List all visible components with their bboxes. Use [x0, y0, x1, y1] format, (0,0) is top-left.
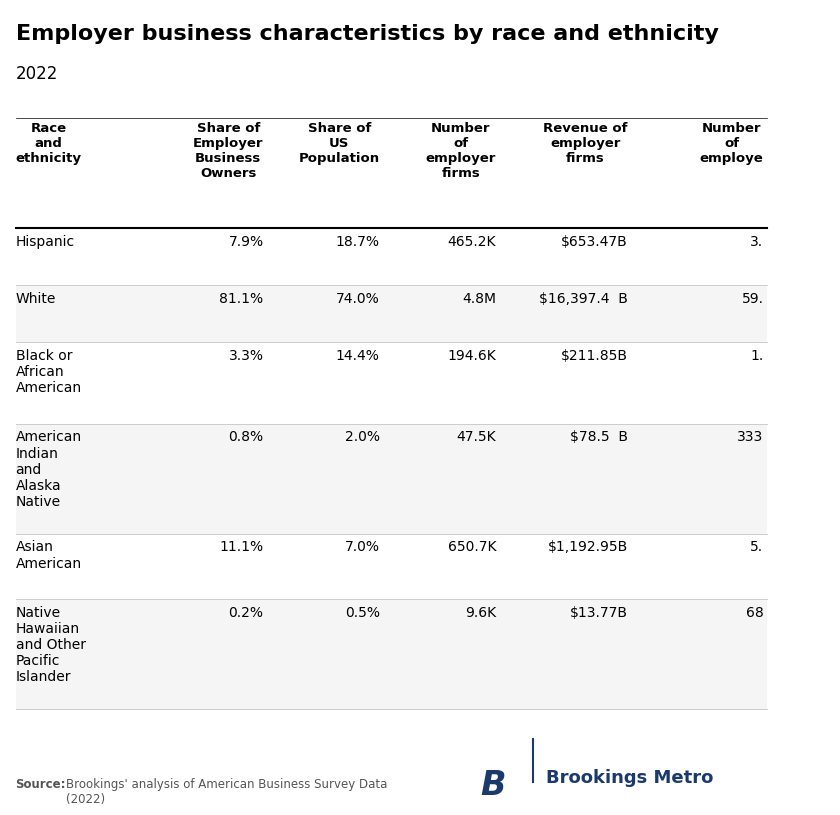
Text: $1,192.95B: $1,192.95B [548, 540, 627, 554]
Text: 68: 68 [746, 606, 764, 619]
Text: B: B [480, 769, 506, 801]
Text: $16,397.4  B: $16,397.4 B [539, 292, 627, 306]
Text: Asian
American: Asian American [15, 540, 81, 570]
Text: 5.: 5. [750, 540, 764, 554]
Text: Number
of
employer
firms: Number of employer firms [426, 122, 496, 180]
Text: 4.8M: 4.8M [462, 292, 496, 306]
Bar [15, 285, 768, 342]
Text: 0.2%: 0.2% [228, 606, 264, 619]
Text: Source:: Source: [15, 778, 66, 791]
Text: 650.7K: 650.7K [448, 540, 496, 554]
Text: $653.47B: $653.47B [561, 235, 627, 249]
Bar [15, 534, 768, 599]
Text: Black or
African
American: Black or African American [15, 349, 81, 395]
Text: Share of
US
Population: Share of US Population [299, 122, 380, 165]
Text: $13.77B: $13.77B [570, 606, 627, 619]
Text: 3.: 3. [750, 235, 764, 249]
Text: Race
and
ethnicity: Race and ethnicity [15, 122, 81, 165]
Text: Share of
Employer
Business
Owners: Share of Employer Business Owners [193, 122, 264, 180]
Text: Revenue of
employer
firms: Revenue of employer firms [543, 122, 627, 165]
Text: 81.1%: 81.1% [219, 292, 264, 306]
Text: 194.6K: 194.6K [448, 349, 496, 363]
Text: $211.85B: $211.85B [561, 349, 627, 363]
Text: 14.4%: 14.4% [336, 349, 380, 363]
Text: Employer business characteristics by race and ethnicity: Employer business characteristics by rac… [15, 24, 718, 45]
Text: Brookings' analysis of American Business Survey Data
(2022): Brookings' analysis of American Business… [66, 778, 387, 806]
Text: 3.3%: 3.3% [228, 349, 264, 363]
Text: 2.0%: 2.0% [344, 430, 380, 444]
Text: Hispanic: Hispanic [15, 235, 75, 249]
Bar [15, 424, 768, 534]
Text: 47.5K: 47.5K [456, 430, 496, 444]
Text: $78.5  B: $78.5 B [570, 430, 627, 444]
Text: 0.5%: 0.5% [344, 606, 380, 619]
Text: American
Indian
and
Alaska
Native: American Indian and Alaska Native [15, 430, 81, 509]
Text: 0.8%: 0.8% [228, 430, 264, 444]
Text: Brookings Metro: Brookings Metro [547, 769, 714, 786]
Text: 2022: 2022 [15, 65, 58, 83]
Text: 18.7%: 18.7% [336, 235, 380, 249]
Text: 465.2K: 465.2K [448, 235, 496, 249]
Text: 74.0%: 74.0% [336, 292, 380, 306]
Text: 11.1%: 11.1% [219, 540, 264, 554]
Bar [15, 228, 768, 285]
Text: White: White [15, 292, 56, 306]
Text: 1.: 1. [750, 349, 764, 363]
Bar [15, 118, 768, 228]
Bar [15, 599, 768, 709]
Text: Number
of
employe: Number of employe [700, 122, 764, 165]
Text: 7.9%: 7.9% [228, 235, 264, 249]
Bar [15, 342, 768, 424]
Text: 9.6K: 9.6K [465, 606, 496, 619]
Text: 59.: 59. [742, 292, 764, 306]
Text: Native
Hawaiian
and Other
Pacific
Islander: Native Hawaiian and Other Pacific Island… [15, 606, 86, 685]
Text: 333: 333 [738, 430, 764, 444]
Text: 7.0%: 7.0% [344, 540, 380, 554]
